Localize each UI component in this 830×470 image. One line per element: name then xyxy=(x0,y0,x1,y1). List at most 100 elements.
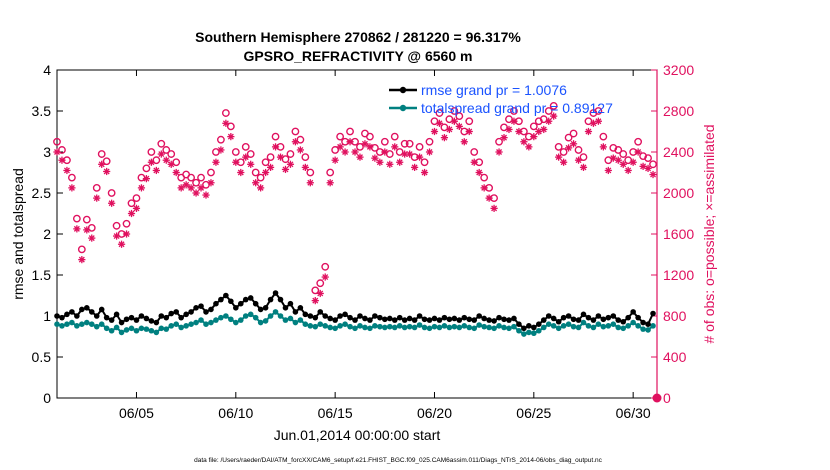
rmse-point xyxy=(282,305,289,311)
obs-assimilated-point xyxy=(550,112,558,120)
obs-assimilated-point xyxy=(142,175,151,183)
rmse-point xyxy=(322,313,329,319)
spread-point xyxy=(535,327,542,334)
rmse-point xyxy=(108,317,115,323)
obs-assimilated-point xyxy=(172,168,180,177)
x-tick-label: 06/20 xyxy=(417,405,452,421)
obs-assimilated-point xyxy=(366,143,374,151)
spread-point xyxy=(208,319,214,326)
spread-point xyxy=(138,325,145,332)
spread-point xyxy=(108,327,115,334)
rmse-point xyxy=(272,290,279,296)
obs-assimilated-point xyxy=(192,189,200,197)
obs-possible-point xyxy=(564,133,573,142)
rmse-point xyxy=(481,315,487,322)
spread-point xyxy=(84,319,90,326)
rmse-point xyxy=(277,296,284,303)
rmse-point xyxy=(69,309,75,315)
rmse-point xyxy=(476,313,482,319)
rmse-point xyxy=(118,319,125,326)
rmse-point xyxy=(526,323,532,329)
rmse-point xyxy=(312,314,319,321)
x-tick-label: 06/10 xyxy=(218,405,253,421)
spread-point xyxy=(163,326,170,332)
obs-assimilated-point xyxy=(291,138,300,146)
obs-possible-point xyxy=(336,132,345,141)
spread-point xyxy=(620,325,627,332)
rmse-point xyxy=(59,314,65,321)
obs-possible-point xyxy=(510,107,518,115)
obs-assimilated-point xyxy=(599,143,607,151)
spread-point xyxy=(173,321,180,328)
spread-point xyxy=(610,321,617,328)
y-left-tick-label: 3 xyxy=(43,144,51,160)
rmse-point xyxy=(198,303,204,309)
rmse-point xyxy=(173,309,180,315)
obs-assimilated-point xyxy=(440,134,449,142)
spread-point xyxy=(277,313,284,319)
obs-assimilated-point xyxy=(604,166,612,175)
rmse-point xyxy=(545,313,552,319)
rmse-point xyxy=(471,317,478,323)
obs-assimilated-point xyxy=(83,226,91,234)
obs-assimilated-point xyxy=(237,168,245,177)
obs-possible-point xyxy=(197,173,205,182)
rmse-point xyxy=(123,316,130,323)
spread-point xyxy=(411,324,418,331)
obs-possible-point xyxy=(306,168,315,177)
y-right-axis-label: # of obs: o=possible; ×=assimilated xyxy=(701,124,717,343)
obs-assimilated-point xyxy=(644,164,652,172)
spread-point xyxy=(133,327,140,334)
spread-point xyxy=(406,323,413,330)
spread-point xyxy=(352,325,358,332)
obs-possible-point xyxy=(390,132,399,141)
spread-point xyxy=(332,325,338,332)
rmse-point xyxy=(158,313,165,319)
rmse-point xyxy=(237,300,244,307)
obs-assimilated-point xyxy=(574,156,583,164)
spread-point xyxy=(188,321,194,328)
rmse-point xyxy=(580,311,587,318)
obs-assimilated-point xyxy=(266,163,275,171)
obs-possible-point xyxy=(356,142,364,151)
rmse-point xyxy=(540,317,547,323)
obs-assimilated-point xyxy=(311,297,319,305)
obs-possible-point xyxy=(554,142,563,151)
obs-assimilated-point xyxy=(113,232,121,240)
y-left-tick-label: 1 xyxy=(43,308,51,324)
obs-assimilated-point xyxy=(127,209,136,218)
obs-possible-point xyxy=(192,178,200,187)
obs-assimilated-point xyxy=(470,158,478,166)
rmse-point xyxy=(436,317,443,323)
spread-point xyxy=(401,324,408,331)
rmse-point xyxy=(372,313,378,319)
obs-possible-point xyxy=(495,137,503,146)
rmse-point xyxy=(416,313,423,319)
legend-rmse-label: rmse grand pr = 1.0076 xyxy=(421,82,567,98)
obs-assimilated-point xyxy=(262,168,270,177)
obs-assimilated-point xyxy=(396,158,404,166)
x-tick-label: 06/15 xyxy=(318,405,353,421)
obs-assimilated-point xyxy=(122,230,131,238)
obs-assimilated-point xyxy=(301,163,309,171)
y-right-tick-label: 3200 xyxy=(663,62,694,78)
spread-point xyxy=(168,323,175,329)
y-right-tick-label: 1600 xyxy=(663,226,694,242)
rmse-point xyxy=(337,313,343,319)
chart-title-line1: Southern Hemisphere 270862 / 281220 = 96… xyxy=(195,29,521,45)
obs-possible-point xyxy=(286,150,295,158)
obs-assimilated-point xyxy=(634,148,642,156)
obs-assimilated-point xyxy=(619,160,627,168)
obs-possible-point xyxy=(291,127,300,136)
spread-point xyxy=(491,325,497,332)
obs-assimilated-point xyxy=(525,143,533,151)
rmse-point xyxy=(600,316,607,323)
spread-point xyxy=(580,319,587,326)
obs-assimilated-point xyxy=(132,204,141,212)
spread-point xyxy=(386,323,393,330)
x-tick-label: 06/30 xyxy=(616,405,651,421)
rmse-point xyxy=(84,305,90,311)
rmse-point xyxy=(506,317,512,323)
spread-point xyxy=(476,322,482,328)
obs-assimilated-point xyxy=(207,179,215,187)
